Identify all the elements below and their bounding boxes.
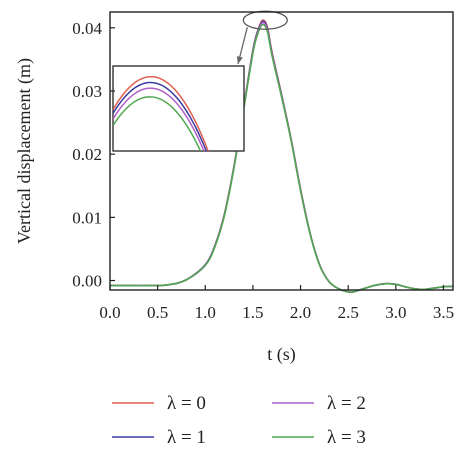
plot-frame	[109, 11, 454, 291]
inset-series-line-0	[113, 75, 209, 151]
x-tick-label: 0.5	[147, 303, 168, 322]
x-tick-label: 2.5	[338, 303, 359, 322]
y-tick-label: 0.04	[72, 19, 102, 38]
y-axis-title: Vertical displacement (m)	[14, 58, 35, 244]
x-tick-label: 3.0	[385, 303, 406, 322]
legend-label-0: λ = 0	[167, 393, 206, 414]
y-tick-label: 0.02	[72, 145, 102, 164]
series-line-2	[109, 21, 454, 293]
legend-label-3: λ = 3	[327, 427, 366, 448]
zoom-inset	[112, 10, 288, 152]
x-tick-label: 1.5	[242, 303, 263, 322]
y-tick-label: 0.00	[72, 272, 102, 291]
series-line-0	[109, 19, 454, 293]
x-tick-label: 3.5	[433, 303, 454, 322]
inset-series-line-3	[113, 96, 202, 151]
y-tick-label: 0.01	[72, 208, 102, 227]
legend: λ = 0 λ = 1 λ = 2 λ = 3	[112, 393, 366, 448]
x-tick-label: 1.0	[195, 303, 216, 322]
series-line-1	[109, 20, 454, 293]
x-tick-label: 0.0	[99, 303, 120, 322]
y-tick-label: 0.03	[72, 82, 102, 101]
series-layer	[109, 19, 454, 293]
legend-label-2: λ = 2	[327, 393, 366, 414]
x-tick-label: 2.0	[290, 303, 311, 322]
zoom-arrow-head	[236, 56, 243, 64]
inset-frame	[112, 65, 245, 152]
inset-series-line-1	[113, 81, 208, 151]
x-axis-title: t (s)	[267, 344, 296, 365]
axes	[109, 11, 454, 291]
inset-series-line-2	[113, 87, 205, 151]
peak-highlight-ellipse	[242, 10, 288, 30]
legend-label-1: λ = 1	[167, 427, 206, 448]
series-line-3	[109, 23, 454, 293]
tick-labels: 0.0 0.5 1.0 1.5 2.0 2.5 3.0 3.5 0.00 0.01 0.02 0.03…	[72, 19, 454, 322]
